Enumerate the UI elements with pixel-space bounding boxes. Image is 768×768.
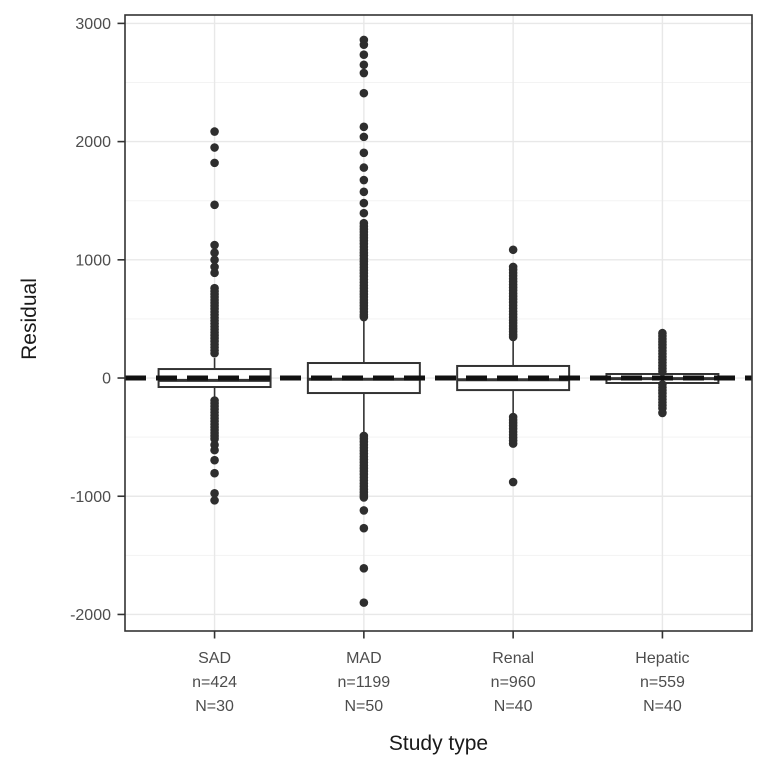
y-tick-label: 1000 (75, 252, 111, 269)
outlier-point (359, 312, 369, 322)
outlier-point (359, 88, 369, 98)
outlier-point (359, 506, 369, 515)
x-tick-label: N=40 (494, 698, 533, 715)
outlier-point (210, 268, 219, 278)
y-tick-label: -2000 (70, 607, 111, 624)
outlier-point (210, 127, 219, 136)
outlier-point (508, 332, 518, 342)
outliers-mad (359, 35, 369, 607)
outlier-point (508, 245, 518, 255)
outlier-point (658, 408, 667, 418)
y-tick-label: 2000 (75, 134, 111, 151)
outlier-point (210, 262, 219, 272)
outliers-renal (508, 245, 518, 487)
outlier-point (210, 200, 219, 210)
y-axis-title: Residual (18, 278, 41, 360)
outlier-point (210, 488, 219, 498)
outliers-sad (210, 127, 219, 505)
outlier-point (359, 208, 369, 218)
y-tick-label: 3000 (75, 16, 111, 33)
outlier-point (210, 143, 219, 152)
outliers-hepatic (658, 328, 667, 418)
outlier-point (508, 477, 518, 487)
outlier-point (210, 240, 219, 250)
outlier-point (359, 175, 369, 185)
x-axis-title: Study type (388, 732, 489, 755)
x-tick-label: N=30 (195, 698, 234, 715)
outlier-point (658, 367, 667, 376)
x-tick-label: MAD (346, 650, 382, 667)
x-tick-label: N=40 (643, 698, 682, 715)
outlier-point (359, 122, 369, 132)
outlier-point (359, 50, 369, 60)
x-tick-label: SAD (198, 650, 231, 667)
outlier-point (210, 455, 219, 465)
outlier-point (210, 158, 219, 168)
x-tick-label: n=1199 (338, 674, 391, 691)
outlier-point (359, 198, 369, 208)
x-tick-label: n=960 (491, 674, 536, 691)
x-tick-label: n=424 (192, 674, 237, 691)
outlier-point (359, 493, 369, 502)
outlier-point (359, 163, 369, 172)
outlier-point (210, 248, 219, 258)
outlier-point (359, 523, 369, 533)
x-tick-label: Renal (492, 650, 534, 667)
outlier-point (210, 496, 219, 505)
y-tick-label: 0 (102, 371, 111, 388)
outlier-point (210, 445, 219, 455)
outlier-point (359, 564, 369, 573)
outlier-point (508, 439, 518, 448)
outlier-point (359, 68, 369, 78)
outlier-point (359, 60, 369, 70)
x-tick-label: N=50 (345, 698, 384, 715)
outlier-point (210, 255, 219, 265)
panel-border (124, 14, 753, 632)
outlier-point (359, 187, 369, 197)
outlier-point (359, 148, 369, 158)
outlier-point (210, 434, 219, 444)
x-tick-label: Hepatic (635, 650, 689, 667)
outlier-point (359, 132, 369, 142)
outlier-point (210, 468, 219, 478)
outlier-point (359, 598, 369, 607)
outlier-point (210, 348, 219, 358)
outlier-point (359, 40, 369, 49)
x-tick-label: n=559 (640, 674, 685, 691)
y-tick-label: -1000 (70, 489, 111, 506)
